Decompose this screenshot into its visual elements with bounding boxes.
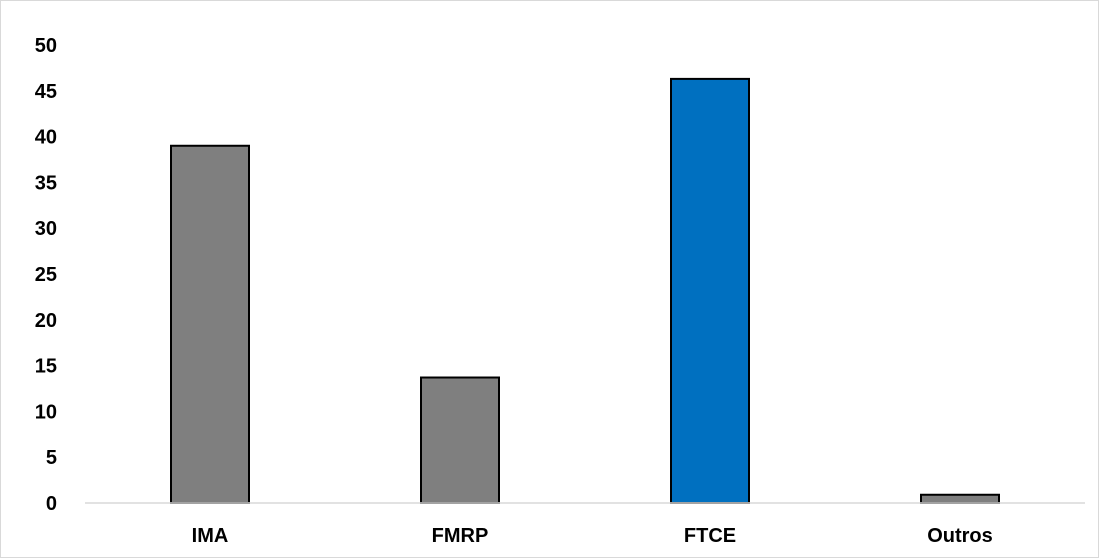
x-tick-label: Outros (927, 525, 993, 547)
y-tick-label: 0 (46, 493, 57, 515)
bar-ftce (670, 77, 750, 504)
y-tick-label: 5 (46, 447, 57, 469)
y-tick-label: 15 (35, 356, 57, 378)
x-tick-label: FMRP (432, 525, 489, 547)
y-tick-label: 50 (35, 35, 57, 57)
y-tick-label: 25 (35, 264, 57, 286)
bars (170, 77, 1000, 505)
bar-outros (920, 493, 1000, 505)
bar-ima (170, 144, 250, 504)
y-axis-ticks: 0 5 10 15 20 25 30 35 40 45 50 (35, 35, 57, 515)
x-axis-ticks: IMA FMRP FTCE Outros (192, 525, 993, 547)
y-tick-label: 30 (35, 218, 57, 240)
x-tick-label: FTCE (684, 525, 736, 547)
y-tick-label: 35 (35, 172, 57, 194)
bar-fmrp (420, 376, 500, 504)
y-tick-label: 20 (35, 310, 57, 332)
y-tick-label: 10 (35, 401, 57, 423)
x-tick-label: IMA (192, 525, 229, 547)
y-tick-label: 45 (35, 81, 57, 103)
y-tick-label: 40 (35, 127, 57, 149)
